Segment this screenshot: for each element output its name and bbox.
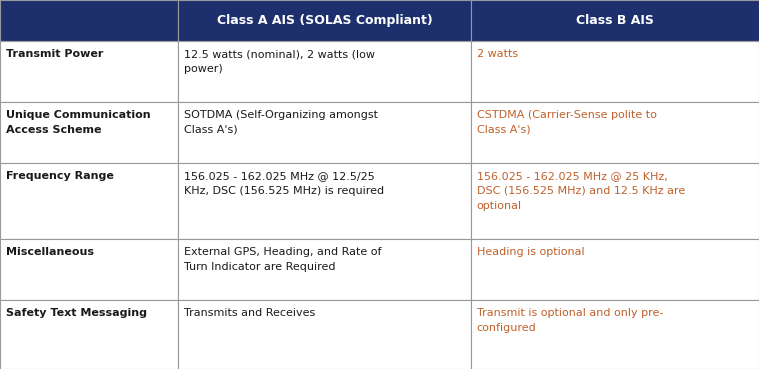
Text: CSTDMA (Carrier-Sense polite to
Class A's): CSTDMA (Carrier-Sense polite to Class A'…: [477, 110, 657, 135]
Bar: [178, 0, 471, 41]
Text: Transmits and Receives: Transmits and Receives: [184, 308, 316, 318]
Bar: [0, 0, 178, 41]
Bar: [178, 300, 471, 369]
Text: SOTDMA (Self-Organizing amongst
Class A's): SOTDMA (Self-Organizing amongst Class A'…: [184, 110, 379, 135]
Bar: [471, 102, 759, 163]
Bar: [0, 300, 178, 369]
Bar: [0, 239, 178, 300]
Text: 12.5 watts (nominal), 2 watts (low
power): 12.5 watts (nominal), 2 watts (low power…: [184, 49, 376, 74]
Text: Miscellaneous: Miscellaneous: [6, 248, 94, 258]
Text: Class A AIS (SOLAS Compliant): Class A AIS (SOLAS Compliant): [216, 14, 433, 27]
Bar: [0, 41, 178, 102]
Text: Transmit Power: Transmit Power: [6, 49, 103, 59]
Bar: [471, 41, 759, 102]
Bar: [178, 41, 471, 102]
Bar: [471, 300, 759, 369]
Bar: [178, 102, 471, 163]
Bar: [471, 239, 759, 300]
Text: 2 watts: 2 watts: [477, 49, 518, 59]
Text: Transmit is optional and only pre-
configured: Transmit is optional and only pre- confi…: [477, 308, 663, 333]
Bar: [178, 163, 471, 239]
Bar: [471, 0, 759, 41]
Bar: [471, 163, 759, 239]
Bar: [0, 102, 178, 163]
Text: Heading is optional: Heading is optional: [477, 248, 584, 258]
Bar: [178, 239, 471, 300]
Text: Class B AIS: Class B AIS: [576, 14, 653, 27]
Text: 156.025 - 162.025 MHz @ 25 KHz,
DSC (156.525 MHz) and 12.5 KHz are
optional: 156.025 - 162.025 MHz @ 25 KHz, DSC (156…: [477, 171, 685, 210]
Text: Frequency Range: Frequency Range: [6, 171, 114, 181]
Bar: [0, 163, 178, 239]
Text: Safety Text Messaging: Safety Text Messaging: [6, 308, 147, 318]
Text: External GPS, Heading, and Rate of
Turn Indicator are Required: External GPS, Heading, and Rate of Turn …: [184, 248, 382, 272]
Text: 156.025 - 162.025 MHz @ 12.5/25
KHz, DSC (156.525 MHz) is required: 156.025 - 162.025 MHz @ 12.5/25 KHz, DSC…: [184, 171, 385, 196]
Text: Unique Communication
Access Scheme: Unique Communication Access Scheme: [6, 110, 150, 135]
